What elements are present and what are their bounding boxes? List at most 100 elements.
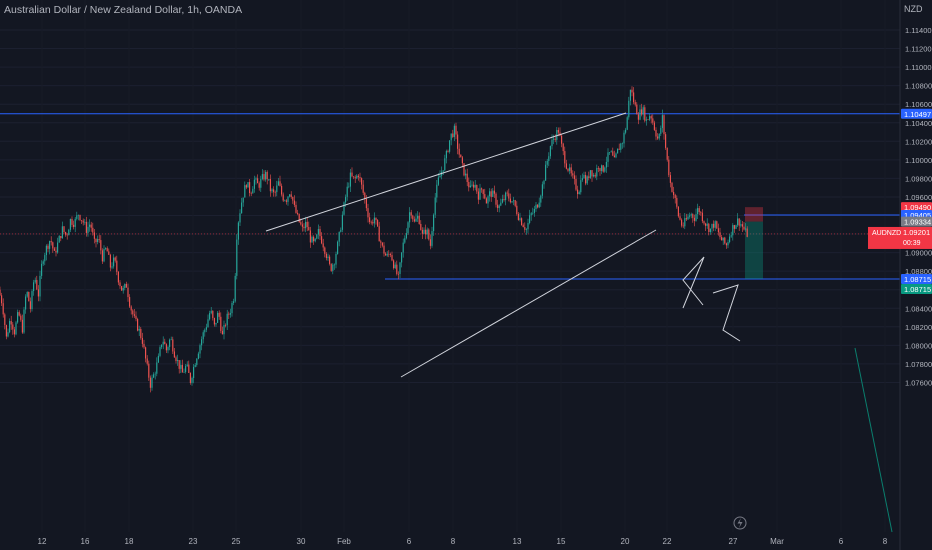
candle-body xyxy=(225,325,227,326)
candle-body xyxy=(90,224,92,228)
candle-body xyxy=(68,229,70,236)
wedge-pattern[interactable] xyxy=(712,284,741,342)
candle-body xyxy=(490,191,492,197)
lightning-icon[interactable] xyxy=(733,516,747,530)
upper-trendline[interactable] xyxy=(265,112,627,232)
candle-body xyxy=(380,241,382,243)
candle-body xyxy=(353,176,355,178)
candle-body xyxy=(415,218,417,222)
candle-body xyxy=(743,226,745,230)
price-tick-label: 1.08800 xyxy=(905,267,932,276)
candle-body xyxy=(449,140,451,152)
candle-body xyxy=(20,315,22,320)
candle-body xyxy=(529,215,531,224)
candle-body xyxy=(631,89,633,93)
candle-body xyxy=(439,175,441,178)
candle-body xyxy=(452,133,454,137)
symbol-tag-name: AUDNZD xyxy=(872,230,901,237)
candle-body xyxy=(175,357,177,362)
price-tick-label: 1.07600 xyxy=(905,378,932,387)
candle-body xyxy=(369,217,371,222)
candle-body xyxy=(345,196,347,203)
candle-body xyxy=(52,242,54,249)
candle-body xyxy=(265,171,267,180)
candle-body xyxy=(511,201,513,203)
stop-zone[interactable] xyxy=(745,207,763,222)
candle-body xyxy=(236,239,238,276)
drawings[interactable] xyxy=(265,112,893,533)
candle-body xyxy=(9,321,11,333)
candle-body xyxy=(333,264,335,266)
candle-body xyxy=(313,236,315,242)
candle-body xyxy=(372,222,374,224)
candle-body xyxy=(701,212,703,222)
candle-body xyxy=(145,347,147,359)
candle-body xyxy=(585,174,587,184)
price-tag-label: 1.09405 xyxy=(904,211,931,220)
candle-body xyxy=(524,227,526,230)
candle-body xyxy=(609,152,611,153)
candle-body xyxy=(628,100,630,118)
candle-body xyxy=(461,157,463,164)
price-axis[interactable]: 1.114001.112001.110001.108001.106001.104… xyxy=(899,0,932,550)
candle-body xyxy=(645,119,647,121)
candle-body xyxy=(332,264,334,271)
flag-pattern[interactable] xyxy=(682,256,705,309)
price-tick-label: 1.09000 xyxy=(905,249,932,258)
candle-body xyxy=(525,229,527,230)
candle-body xyxy=(508,193,510,199)
time-tick-label: 15 xyxy=(557,537,566,546)
candle-body xyxy=(580,180,582,193)
candle-body xyxy=(375,217,377,221)
candle-body xyxy=(429,239,431,246)
candle-body xyxy=(311,236,313,243)
candle-body xyxy=(41,263,43,276)
candle-body xyxy=(221,330,223,335)
candle-body xyxy=(319,228,321,237)
candle-body xyxy=(420,223,422,230)
candle-body xyxy=(233,301,235,303)
candle-body xyxy=(506,192,508,194)
candle-body xyxy=(18,312,20,316)
candle-body xyxy=(492,190,494,197)
candle-body xyxy=(87,226,89,233)
candle-body xyxy=(412,215,414,220)
candle-body xyxy=(93,232,95,239)
candle-body xyxy=(122,288,124,291)
candle-body xyxy=(340,229,342,232)
candle-body xyxy=(306,221,308,228)
candle-body xyxy=(226,313,228,326)
candle-body xyxy=(108,251,110,255)
candle-body xyxy=(481,188,483,190)
candle-body xyxy=(244,185,246,198)
candle-body xyxy=(13,329,15,335)
price-tag-label: 1.10497 xyxy=(904,110,931,119)
target-zone[interactable] xyxy=(745,221,763,280)
lower-trendline[interactable] xyxy=(400,229,657,378)
time-tick-label: Feb xyxy=(337,537,351,546)
candle-body xyxy=(143,343,145,348)
candle-body xyxy=(85,221,87,233)
short-position[interactable] xyxy=(745,207,763,280)
candle-body xyxy=(466,173,468,183)
candle-body xyxy=(618,148,620,150)
candle-body xyxy=(711,223,713,229)
price-tag xyxy=(901,108,932,119)
candle-body xyxy=(722,237,724,241)
candle-body xyxy=(305,221,307,229)
candle-body xyxy=(257,178,259,184)
projection-line[interactable] xyxy=(854,347,893,533)
time-axis[interactable]: 12 16 18 23 25 30 Feb 6 8 13 15 20 22 27 Mar 6 8 xyxy=(38,537,888,546)
time-tick-label: 13 xyxy=(513,537,522,546)
candle-body xyxy=(258,183,260,188)
candle-body xyxy=(281,185,283,195)
candle-body xyxy=(447,150,449,152)
price-tick-label: 1.11000 xyxy=(905,63,932,72)
horizontal-levels[interactable] xyxy=(0,113,900,280)
candle-body xyxy=(217,312,219,323)
candle-body xyxy=(199,345,201,354)
candle-body xyxy=(586,176,588,184)
candle-body xyxy=(569,167,571,171)
